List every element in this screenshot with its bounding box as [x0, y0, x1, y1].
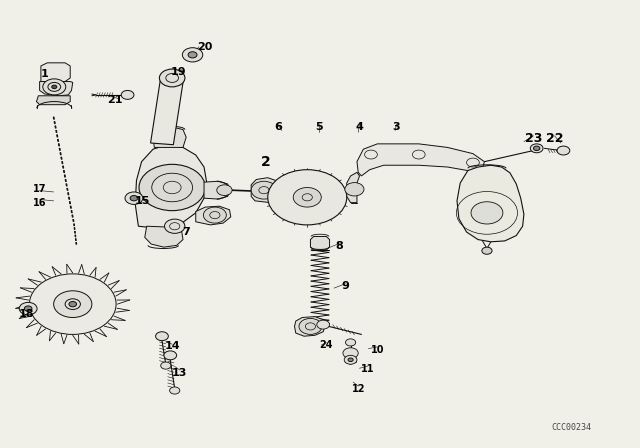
Text: 2: 2 [261, 155, 271, 168]
Text: 1: 1 [41, 69, 49, 78]
Text: 7: 7 [182, 227, 190, 237]
Text: 9: 9 [342, 281, 349, 291]
Circle shape [293, 188, 321, 207]
Circle shape [188, 52, 197, 58]
Circle shape [348, 358, 353, 362]
Text: 11: 11 [361, 364, 374, 374]
Text: 17: 17 [33, 184, 46, 194]
Polygon shape [135, 145, 207, 228]
Polygon shape [196, 206, 231, 225]
Polygon shape [347, 172, 360, 202]
Polygon shape [145, 226, 183, 247]
Circle shape [204, 207, 227, 223]
Circle shape [139, 164, 205, 211]
Circle shape [251, 181, 276, 199]
Polygon shape [310, 237, 330, 250]
Text: 22: 22 [546, 132, 563, 145]
Text: 16: 16 [33, 198, 46, 207]
Circle shape [317, 320, 330, 329]
Polygon shape [150, 77, 184, 145]
Circle shape [52, 85, 57, 89]
Circle shape [365, 150, 378, 159]
Text: 8: 8 [335, 241, 343, 251]
Circle shape [299, 319, 322, 334]
Polygon shape [457, 165, 524, 242]
Circle shape [159, 69, 185, 87]
Text: 20: 20 [198, 42, 213, 52]
Polygon shape [41, 63, 70, 82]
Circle shape [121, 90, 134, 99]
Circle shape [531, 144, 543, 153]
Circle shape [482, 247, 492, 254]
Polygon shape [294, 317, 325, 336]
Text: 3: 3 [393, 122, 400, 132]
Circle shape [344, 355, 357, 364]
Polygon shape [153, 127, 186, 147]
Circle shape [24, 306, 32, 311]
Circle shape [412, 150, 425, 159]
Text: CCC00234: CCC00234 [552, 423, 592, 432]
Circle shape [182, 47, 203, 62]
Text: 13: 13 [172, 368, 188, 378]
Circle shape [156, 332, 168, 340]
Polygon shape [251, 178, 278, 202]
Text: 19: 19 [171, 67, 186, 77]
Text: 4: 4 [356, 122, 364, 132]
Text: 15: 15 [135, 196, 150, 206]
Text: 5: 5 [315, 122, 323, 132]
Text: 10: 10 [371, 345, 384, 354]
Circle shape [557, 146, 570, 155]
Circle shape [343, 348, 358, 358]
Circle shape [346, 339, 356, 346]
Circle shape [471, 202, 503, 224]
Text: 12: 12 [351, 384, 365, 394]
Polygon shape [357, 144, 484, 176]
Circle shape [164, 219, 185, 233]
Text: 14: 14 [164, 341, 180, 351]
Polygon shape [40, 82, 73, 96]
Circle shape [69, 302, 77, 307]
Circle shape [19, 302, 37, 315]
Text: 24: 24 [319, 340, 333, 350]
Circle shape [125, 192, 143, 204]
Circle shape [29, 274, 116, 334]
Polygon shape [204, 181, 231, 199]
Text: 18: 18 [19, 309, 35, 319]
Circle shape [43, 79, 66, 95]
Circle shape [467, 158, 479, 167]
Circle shape [534, 146, 540, 151]
Circle shape [217, 185, 232, 195]
Polygon shape [36, 96, 70, 105]
Text: 6: 6 [274, 122, 282, 132]
Text: 23: 23 [525, 132, 542, 145]
Text: 21: 21 [107, 95, 123, 105]
Circle shape [130, 195, 138, 201]
Circle shape [345, 183, 364, 196]
Circle shape [54, 291, 92, 318]
Circle shape [164, 351, 177, 360]
Circle shape [170, 387, 180, 394]
Circle shape [268, 170, 347, 225]
Circle shape [161, 362, 171, 369]
